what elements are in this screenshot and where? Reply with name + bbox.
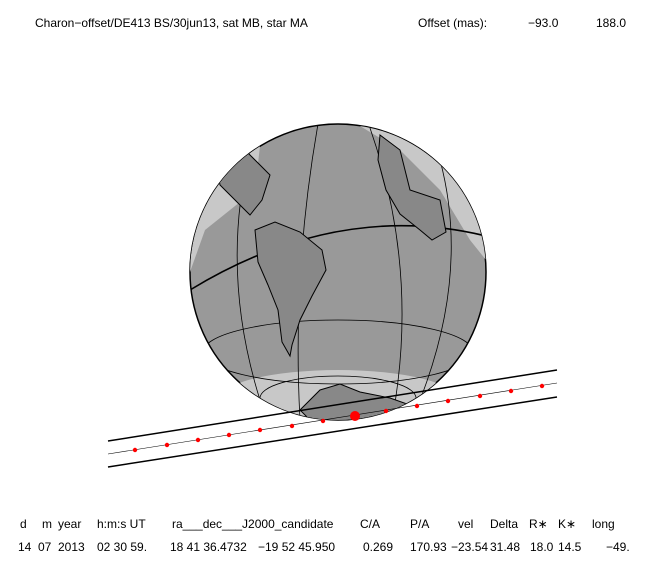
column-header: h:m:s UT [97, 517, 146, 531]
cell: −19 52 45.950 [258, 540, 335, 554]
track-south-limit [107, 396, 558, 468]
offset-x: −93.0 [528, 16, 559, 30]
cell: 170.93 [410, 540, 447, 554]
track-time-dots [132, 383, 545, 453]
column-header: d [20, 517, 27, 531]
track-north-limit [107, 369, 558, 442]
track-center [107, 382, 558, 455]
offset-y: 188.0 [596, 16, 626, 30]
offset-label: Offset (mas): [418, 16, 487, 30]
cell: 18.0 [530, 540, 554, 554]
column-header: vel [458, 517, 473, 531]
column-header: ra___dec___J2000_candidate [172, 517, 334, 531]
column-header: long [592, 517, 615, 531]
cell: 02 30 59. [97, 540, 147, 554]
cell: −49. [606, 540, 630, 554]
closest-approach-dot [350, 411, 360, 421]
column-header: R∗ [529, 517, 548, 531]
cell: 07 [38, 540, 52, 554]
column-header: P/A [410, 517, 429, 531]
column-header: K∗ [558, 517, 576, 531]
cell: 14.5 [558, 540, 582, 554]
cell: 31.48 [490, 540, 520, 554]
column-header: m [42, 517, 52, 531]
cell: 18 41 36.4732 [170, 540, 247, 554]
cell: 14 [18, 540, 32, 554]
shadow-track [107, 369, 558, 468]
column-header: C/A [360, 517, 380, 531]
cell: −23.54 [451, 540, 488, 554]
globe [189, 123, 487, 421]
column-header: Delta [490, 517, 518, 531]
title: Charon−offset/DE413 BS/30jun13, sat MB, … [35, 16, 308, 30]
cell: 0.269 [363, 540, 393, 554]
column-header: year [58, 517, 81, 531]
header: Charon−offset/DE413 BS/30jun13, sat MB, … [35, 16, 626, 30]
cell: 2013 [58, 540, 85, 554]
event-table: d m year h:m:s UT ra___dec___J2000_candidate… [18, 517, 630, 554]
